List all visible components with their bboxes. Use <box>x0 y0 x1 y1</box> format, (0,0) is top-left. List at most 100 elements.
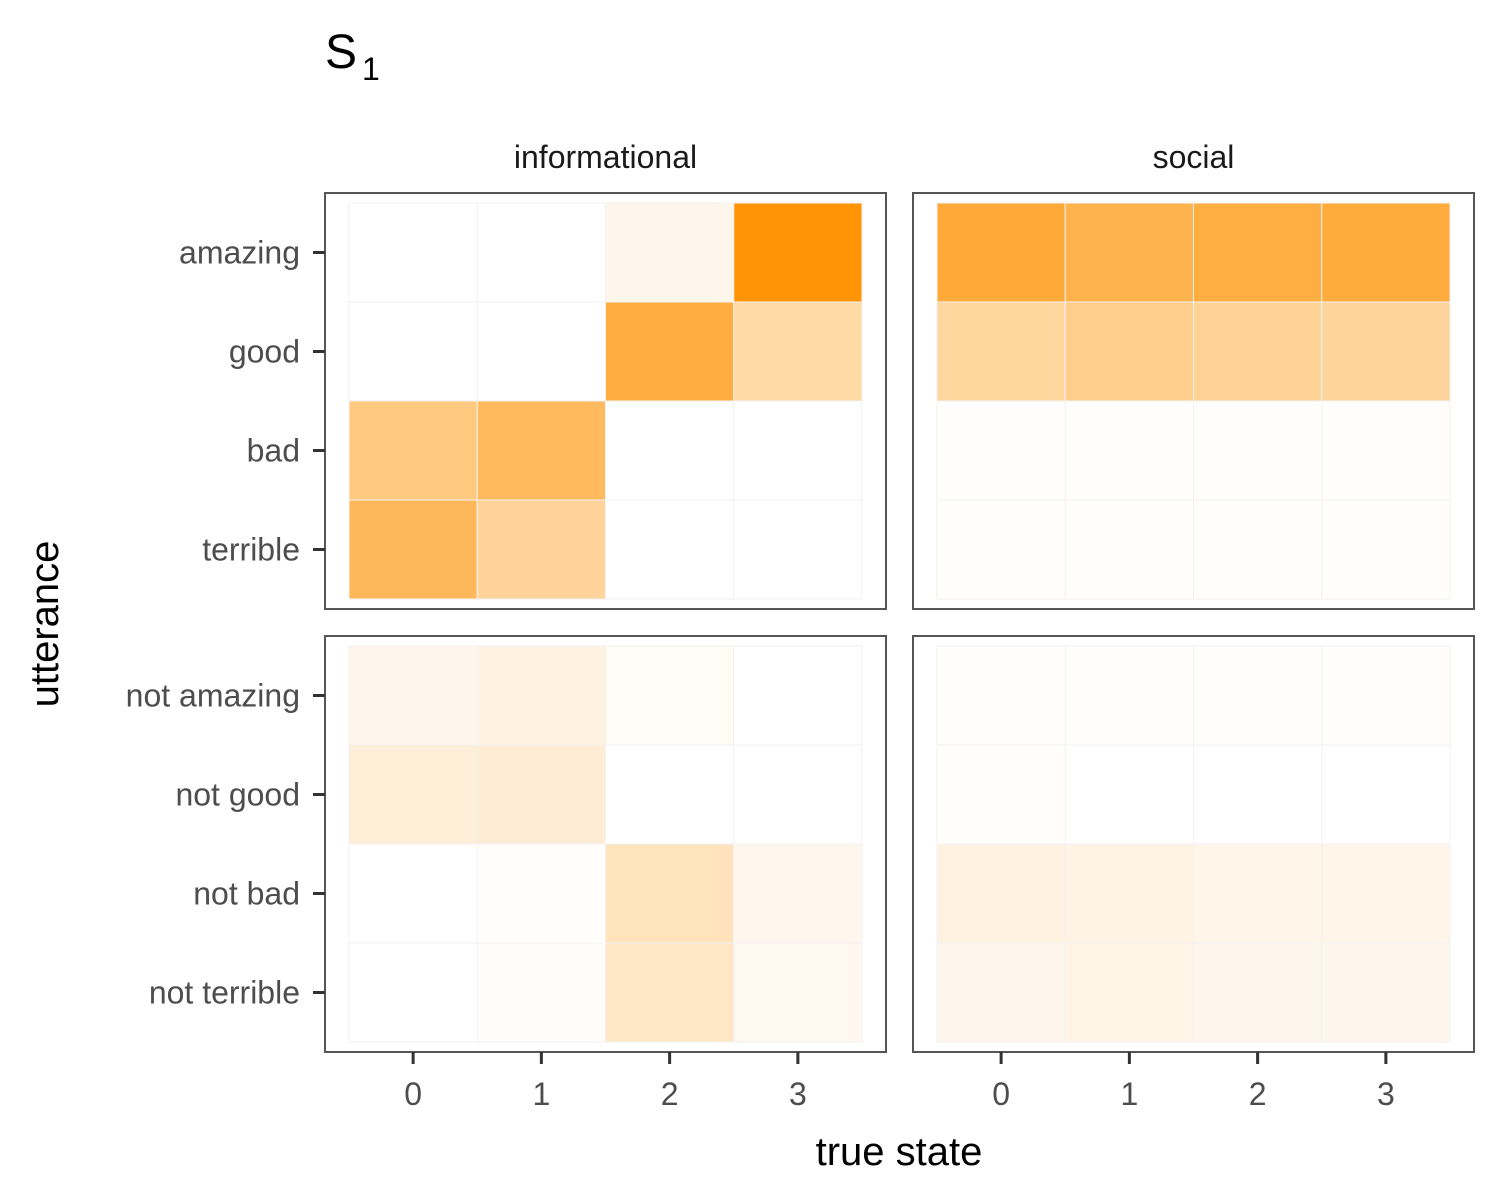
chart-title-text: S <box>325 26 357 79</box>
heatmap-tile <box>733 744 863 845</box>
heatmap-tile <box>936 942 1066 1043</box>
x-axis-label: true state <box>816 1130 983 1174</box>
x-tick-label: 1 <box>532 1076 550 1112</box>
heatmap-tile <box>733 202 863 303</box>
heatmap-tile <box>1064 301 1194 402</box>
heatmap-tile <box>733 843 863 944</box>
heatmap-tile <box>1064 645 1194 746</box>
heatmap-tile <box>348 645 478 746</box>
heatmap-tile <box>936 499 1066 600</box>
x-axis: 0 1 2 3 0 1 2 3 <box>404 1052 1395 1112</box>
heatmap-tile <box>605 499 735 600</box>
y-axis: amazing good bad terrible not amazing not goo… <box>126 235 325 1011</box>
facet-panel <box>912 635 1475 1053</box>
heatmap-tile <box>733 942 863 1043</box>
heatmap-tile <box>1064 499 1194 600</box>
heatmap-tile <box>1193 744 1323 845</box>
heatmap-tile <box>348 843 478 944</box>
heatmap-tile <box>936 202 1066 303</box>
y-tick-label: not terrible <box>149 975 300 1011</box>
heatmap-tile <box>476 202 606 303</box>
heatmap-tile <box>1064 744 1194 845</box>
heatmap-tile <box>1321 744 1451 845</box>
heatmap-tile <box>936 744 1066 845</box>
heatmap-tile <box>1321 400 1451 501</box>
heatmap-tile <box>348 202 478 303</box>
facet-panels <box>324 192 1475 1053</box>
heatmap-tile <box>476 645 606 746</box>
facet-panel <box>912 192 1475 610</box>
y-tick-label: not bad <box>193 876 300 912</box>
heatmap-tile <box>1321 942 1451 1043</box>
y-tick-label: not good <box>175 777 300 813</box>
panel-border <box>912 635 1475 1053</box>
heatmap-tile <box>1064 202 1194 303</box>
heatmap-tile <box>1193 202 1323 303</box>
heatmap-tile <box>1064 942 1194 1043</box>
heatmap-tile <box>1321 499 1451 600</box>
heatmap-tile <box>733 499 863 600</box>
heatmap-tile <box>348 301 478 402</box>
heatmap-tile <box>1193 645 1323 746</box>
x-tick-label: 3 <box>789 1076 807 1112</box>
heatmap-tile <box>1321 301 1451 402</box>
heatmap-tile <box>605 744 735 845</box>
heatmap-tile <box>936 645 1066 746</box>
heatmap-tile <box>476 942 606 1043</box>
heatmap-tile <box>476 499 606 600</box>
heatmap-tile <box>476 400 606 501</box>
heatmap-tile <box>348 942 478 1043</box>
heatmap-tile <box>936 400 1066 501</box>
heatmap-tile <box>1064 843 1194 944</box>
heatmap-tile <box>348 400 478 501</box>
heatmap-tile <box>605 942 735 1043</box>
facet-strip-label: social <box>1153 139 1235 175</box>
heatmap-tile <box>1193 843 1323 944</box>
chart-title-subscript: 1 <box>362 51 380 87</box>
heatmap-tile <box>733 301 863 402</box>
heatmap-tile <box>733 400 863 501</box>
y-tick-label: good <box>229 334 300 370</box>
x-tick-label: 1 <box>1120 1076 1138 1112</box>
y-tick-label: bad <box>247 433 300 469</box>
heatmap-tile <box>1193 400 1323 501</box>
x-tick-label: 0 <box>992 1076 1010 1112</box>
x-tick-label: 2 <box>1249 1076 1267 1112</box>
x-tick-label: 0 <box>404 1076 422 1112</box>
chart-title: S 1 <box>325 26 380 87</box>
y-tick-label: amazing <box>179 235 300 271</box>
panel-border <box>912 192 1475 610</box>
heatmap-tile <box>605 645 735 746</box>
heatmap-tile <box>1193 942 1323 1043</box>
heatmap-tile <box>1064 400 1194 501</box>
heatmap-tile <box>936 843 1066 944</box>
x-tick-label: 2 <box>661 1076 679 1112</box>
facet-strip-label: informational <box>514 139 697 175</box>
facet-strips: informational social <box>514 139 1235 175</box>
panel-border <box>324 192 887 610</box>
heatmap-tile <box>605 400 735 501</box>
heatmap-tile <box>605 301 735 402</box>
heatmap-tile <box>936 301 1066 402</box>
x-tick-label: 3 <box>1377 1076 1395 1112</box>
y-tick-label: terrible <box>202 532 300 568</box>
heatmap-tile <box>348 744 478 845</box>
heatmap-tile <box>605 843 735 944</box>
heatmap-tile <box>605 202 735 303</box>
panel-border <box>324 635 887 1053</box>
heatmap-tile <box>733 645 863 746</box>
heatmap-tile <box>476 744 606 845</box>
facet-panel <box>324 635 887 1053</box>
heatmap-tile <box>1321 645 1451 746</box>
heatmap-tile <box>1321 843 1451 944</box>
heatmap-tile <box>1321 202 1451 303</box>
heatmap-tile <box>1193 301 1323 402</box>
heatmap-tile <box>1193 499 1323 600</box>
heatmap-tile <box>476 301 606 402</box>
y-tick-label: not amazing <box>126 678 300 714</box>
heatmap-tile <box>476 843 606 944</box>
facet-panel <box>324 192 887 610</box>
heatmap-tile <box>348 499 478 600</box>
y-axis-label: utterance <box>23 541 67 708</box>
